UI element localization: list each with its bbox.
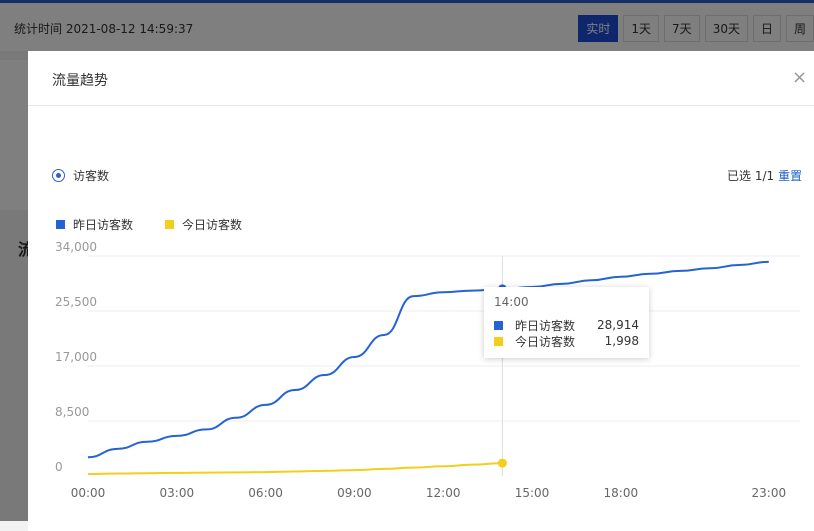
modal-header: 流量趋势 × xyxy=(28,51,814,106)
radio-checked-icon xyxy=(52,169,65,182)
x-tick-label: 03:00 xyxy=(160,486,195,500)
x-tick-label: 23:00 xyxy=(752,486,787,500)
x-tick-label: 18:00 xyxy=(604,486,639,500)
tooltip-value: 1,998 xyxy=(604,334,639,348)
chart-tooltip: 14:00 昨日访客数 28,914 今日访客数 1,998 xyxy=(484,287,649,358)
y-tick-label: 8,500 xyxy=(55,405,89,419)
legend-swatch xyxy=(56,220,65,229)
x-tick-label: 15:00 xyxy=(515,486,550,500)
x-tick-label: 06:00 xyxy=(248,486,283,500)
close-icon[interactable]: × xyxy=(792,67,808,88)
metric-label: 访客数 xyxy=(73,169,110,183)
series-line-0 xyxy=(87,260,769,459)
tooltip-name: 昨日访客数 xyxy=(515,318,576,333)
tooltip-swatch xyxy=(494,320,503,330)
y-tick-label: 34,000 xyxy=(55,240,97,254)
series-line-1 xyxy=(87,462,503,476)
hover-point xyxy=(497,458,507,468)
legend-label: 昨日访客数 xyxy=(73,218,134,232)
legend-today[interactable]: 今日访客数 xyxy=(165,216,242,233)
legend-yesterday[interactable]: 昨日访客数 xyxy=(56,216,133,233)
legend-swatch xyxy=(165,220,175,229)
x-tick-label: 00:00 xyxy=(71,486,106,500)
tooltip-value: 28,914 xyxy=(597,318,639,332)
reset-link[interactable]: 重置 xyxy=(778,169,803,183)
y-tick-label: 17,000 xyxy=(55,350,97,364)
metric-radio-visitors[interactable]: 访客数 xyxy=(52,167,109,184)
tooltip-name: 今日访客数 xyxy=(515,334,576,349)
modal-title: 流量趋势 xyxy=(52,73,108,89)
tooltip-row: 今日访客数 1,998 xyxy=(494,333,639,349)
selected-count: 已选 1/1 xyxy=(727,169,775,183)
chart-legend: 昨日访客数 今日访客数 xyxy=(56,216,242,233)
legend-label: 今日访客数 xyxy=(182,218,243,232)
tooltip-swatch xyxy=(494,336,503,346)
x-tick-label: 12:00 xyxy=(426,486,461,500)
x-tick-label: 09:00 xyxy=(337,486,372,500)
y-tick-label: 25,500 xyxy=(55,295,97,309)
traffic-trend-modal: 流量趋势 × 访客数 已选 1/1 重置 昨日访客数 今日访客数 xyxy=(28,51,814,531)
tooltip-title: 14:00 xyxy=(494,295,529,309)
tooltip-row: 昨日访客数 28,914 xyxy=(494,317,639,333)
y-tick-label: 0 xyxy=(55,460,63,474)
selection-info: 已选 1/1 重置 xyxy=(727,167,802,184)
